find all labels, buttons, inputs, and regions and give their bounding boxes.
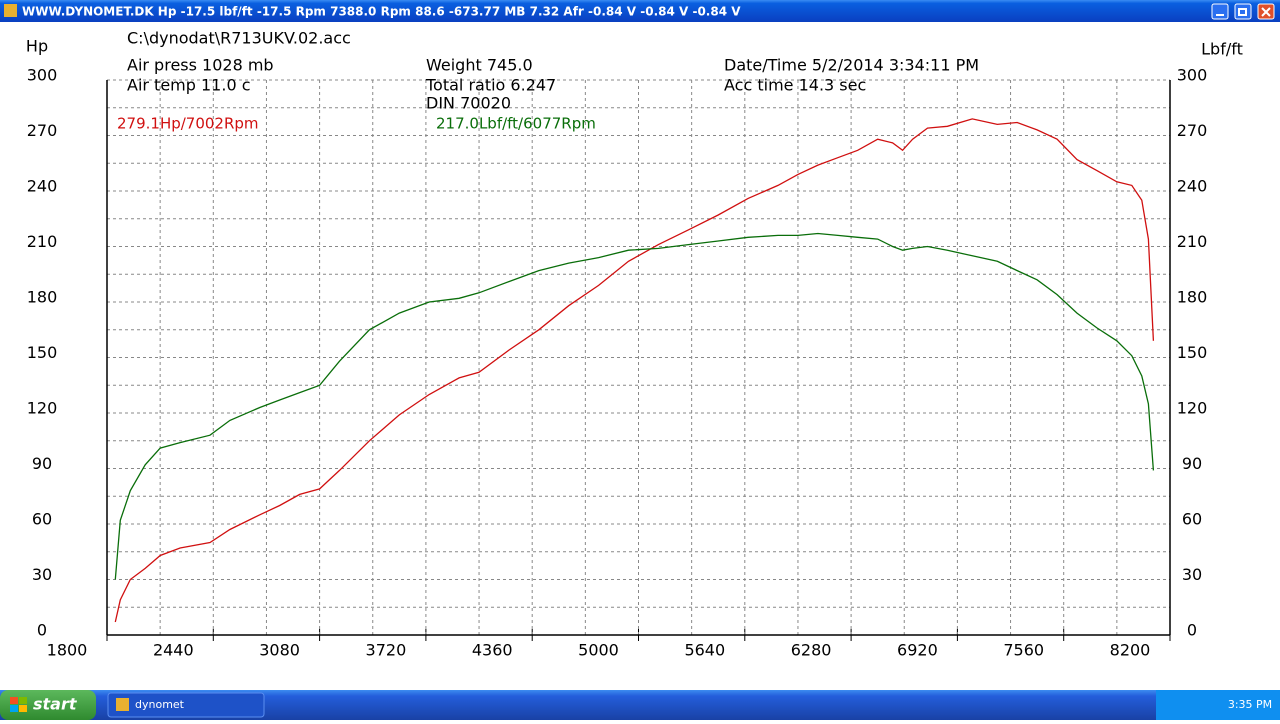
logo xyxy=(10,705,18,712)
x-tick-label: 5640 xyxy=(684,641,725,660)
air-temp: Air temp 11.0 c xyxy=(127,76,251,95)
title-bar xyxy=(0,0,1280,22)
peak-annotation: 279.1Hp/7002Rpm xyxy=(117,115,259,133)
x-tick-label: 7560 xyxy=(1003,641,1044,660)
window-title: WWW.DYNOMET.DK Hp -17.5 lbf/ft -17.5 Rpm… xyxy=(22,5,741,19)
y2-tick-label: 90 xyxy=(1182,454,1202,473)
logo xyxy=(19,697,27,704)
y2-tick-label: 60 xyxy=(1182,510,1202,529)
y-axis-label: Hp xyxy=(26,37,48,56)
task-icon xyxy=(116,698,129,711)
weight: Weight 745.0 xyxy=(426,56,533,75)
y2-tick-label: 120 xyxy=(1177,399,1208,418)
y2-tick-label: 240 xyxy=(1177,177,1208,196)
series-line xyxy=(114,232,1155,580)
x-tick-label: 2440 xyxy=(153,641,194,660)
y-tick-label: 60 xyxy=(32,510,52,529)
start-label: start xyxy=(33,695,78,714)
x-tick-label: 6920 xyxy=(897,641,938,660)
y-tick-label: 210 xyxy=(27,232,58,251)
restore-button[interactable] xyxy=(1234,3,1252,20)
din: DIN 70020 xyxy=(426,94,511,113)
clock: 3:35 PM xyxy=(1228,698,1272,711)
y2-tick-label: 270 xyxy=(1177,121,1208,140)
x-tick-label: 8200 xyxy=(1110,641,1151,660)
x-tick-label: 4360 xyxy=(472,641,513,660)
x-tick-label: 3720 xyxy=(366,641,407,660)
y-tick-label: 120 xyxy=(27,399,58,418)
y2-tick-label: 300 xyxy=(1177,66,1208,85)
series-line xyxy=(114,118,1155,623)
task-label: dynomet xyxy=(135,698,185,711)
acc-time: Acc time 14.3 sec xyxy=(724,76,866,95)
button-glyphs xyxy=(1216,7,1271,17)
y2-tick-label: 30 xyxy=(1182,565,1202,584)
y-tick-label: 0 xyxy=(37,621,47,640)
y-tick-label: 270 xyxy=(27,121,58,140)
app-icon xyxy=(4,4,17,17)
air-press: Air press 1028 mb xyxy=(127,56,274,75)
y2-tick-label: 210 xyxy=(1177,232,1208,251)
file-name: C:\dynodat\R713UKV.02.acc xyxy=(127,29,351,48)
y2-tick-label: 150 xyxy=(1177,343,1208,362)
peak-annotation: 217.0Lbf/ft/6077Rpm xyxy=(436,115,596,133)
x-tick-label: 5000 xyxy=(578,641,619,660)
tray xyxy=(1156,690,1280,720)
y-tick-label: 90 xyxy=(32,454,52,473)
total-ratio: Total ratio 6.247 xyxy=(425,76,556,95)
y2-tick-label: 0 xyxy=(1187,621,1197,640)
date-time: Date/Time 5/2/2014 3:34:11 PM xyxy=(724,56,979,75)
x-tick-label: 1800 xyxy=(47,641,88,660)
x-tick-label: 6280 xyxy=(791,641,832,660)
task-button[interactable] xyxy=(107,692,265,718)
y-tick-label: 30 xyxy=(32,565,52,584)
logo xyxy=(19,705,27,712)
y-tick-label: 180 xyxy=(27,288,58,307)
plot: 0 30 60 90 120 150 180 210 240 270 300 0 30 60 90 120 15… xyxy=(26,37,1243,660)
y2-axis-label: Lbf/ft xyxy=(1201,40,1243,59)
x-tick-label: 3080 xyxy=(259,641,300,660)
y-tick-label: 300 xyxy=(27,66,58,85)
logo xyxy=(10,697,18,704)
y-tick-label: 240 xyxy=(27,177,58,196)
y2-tick-label: 180 xyxy=(1177,288,1208,307)
minimize-button[interactable] xyxy=(1211,3,1229,20)
y-tick-label: 150 xyxy=(27,343,58,362)
